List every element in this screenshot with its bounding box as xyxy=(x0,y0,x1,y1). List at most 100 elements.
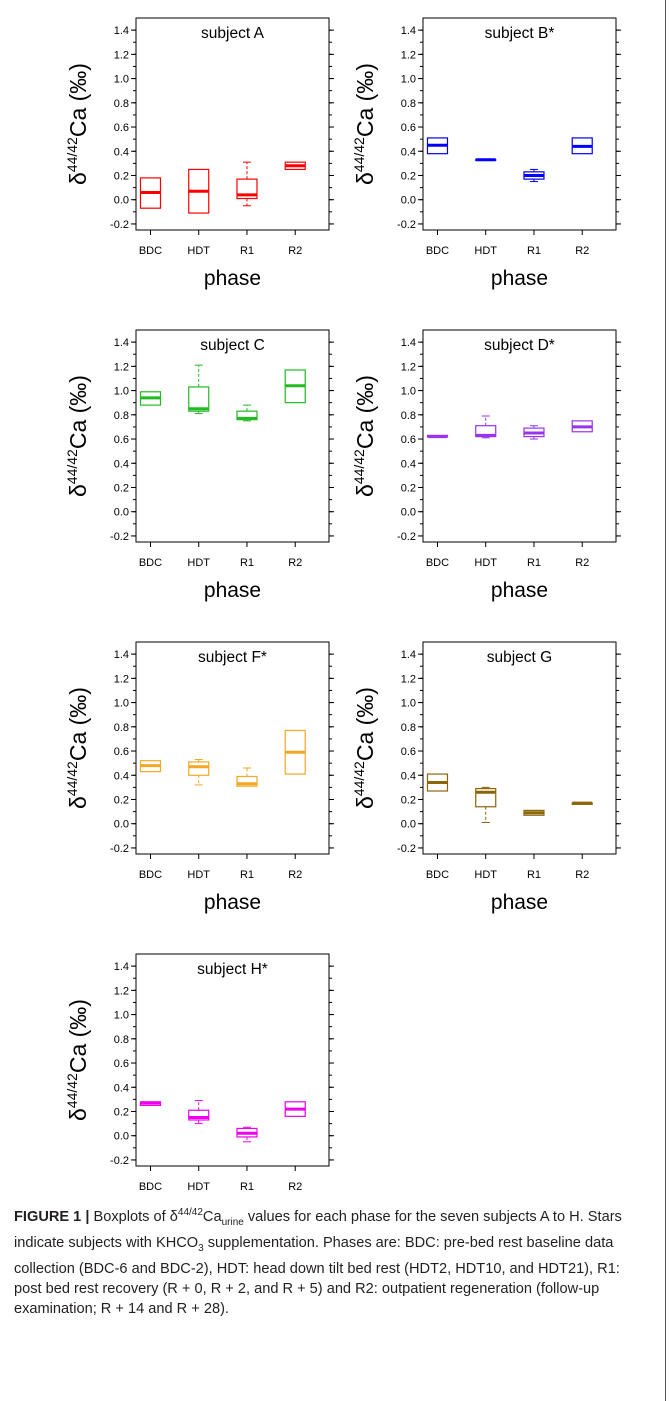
x-tick-label: R2 xyxy=(575,557,589,569)
plot-frame xyxy=(135,329,330,543)
chart-title: subject D* xyxy=(484,337,555,354)
y-tick-label: 1.0 xyxy=(401,74,416,86)
box-R2 xyxy=(284,369,306,404)
chart-title: subject F* xyxy=(198,649,267,666)
y-tick-label: 0.4 xyxy=(401,146,416,158)
chart-panel-7: subject H* -0.2 0.0 0.2 0.4 0.6 0.8 1.0 1.2 1.4 δ4… xyxy=(64,953,334,1190)
y-tick-label: 0.2 xyxy=(401,482,416,494)
figure-caption: FIGURE 1 | Boxplots of δ44/42Caurine val… xyxy=(14,1203,644,1319)
x-tick-label: BDC xyxy=(139,869,162,881)
y-tick-label: 0.4 xyxy=(114,458,129,470)
y-tick-label: 0.8 xyxy=(114,410,129,422)
y-tick-label: 0.4 xyxy=(114,1082,129,1094)
x-tick-label: R2 xyxy=(288,245,302,257)
x-tick-label: R1 xyxy=(240,557,254,569)
x-tick-label: R2 xyxy=(288,557,302,569)
y-axis-label: δ44/42Ca (‰) xyxy=(64,999,91,1121)
y-axis-label: δ44/42Ca (‰) xyxy=(351,687,378,809)
x-tick-label: BDC xyxy=(139,557,162,569)
x-tick-label: HDT xyxy=(474,869,497,881)
chart-panel-1: subject A -0.2 0.0 0.2 0.4 0.6 0.8 1.0 1.2 1.4 δ44… xyxy=(64,17,334,290)
x-tick-label: R1 xyxy=(240,1181,254,1190)
box-R1 xyxy=(236,404,258,422)
chart-title: subject A xyxy=(201,25,265,42)
box-BDC xyxy=(139,391,162,406)
y-tick-label: 1.4 xyxy=(114,25,129,37)
box-R2 xyxy=(284,161,306,171)
caption-subscript-2: 3 xyxy=(198,1242,204,1254)
y-tick-label: 1.2 xyxy=(401,361,416,373)
y-tick-label: 1.4 xyxy=(401,649,416,661)
plot-frame xyxy=(422,17,617,231)
y-tick-label: 1.0 xyxy=(114,386,129,398)
chart-panel-3: subject C -0.2 0.0 0.2 0.4 0.6 0.8 1.0 1.2 1.4 δ44… xyxy=(64,329,334,602)
y-tick-label: 0.4 xyxy=(401,458,416,470)
box-iqr xyxy=(188,761,210,776)
y-tick-label: 0.8 xyxy=(401,98,416,110)
y-tick-label: 0.8 xyxy=(114,98,129,110)
box-BDC xyxy=(426,137,449,155)
x-tick-label: HDT xyxy=(187,1181,210,1190)
box-BDC xyxy=(426,773,449,792)
y-tick-label: 1.2 xyxy=(114,673,129,685)
x-axis-label: phase xyxy=(204,267,261,290)
y-tick-label: 1.0 xyxy=(401,698,416,710)
x-tick-label: R2 xyxy=(288,1181,302,1190)
box-R2 xyxy=(571,420,593,433)
y-tick-label: 0.0 xyxy=(401,195,416,207)
box-R1 xyxy=(236,767,258,787)
x-tick-label: BDC xyxy=(426,557,449,569)
y-tick-label: 0.2 xyxy=(114,794,129,806)
box-HDT xyxy=(188,759,210,786)
figure-label: FIGURE 1 | xyxy=(14,1208,90,1225)
x-axis-label: phase xyxy=(204,579,261,602)
x-tick-label: HDT xyxy=(474,245,497,257)
caption-subscript: urine xyxy=(221,1216,244,1228)
y-axis-label: δ44/42Ca (‰) xyxy=(351,63,378,185)
y-tick-label: 0.6 xyxy=(114,1058,129,1070)
y-tick-label: -0.2 xyxy=(110,843,129,855)
y-tick-label: 0.2 xyxy=(401,170,416,182)
y-axis-label: δ44/42Ca (‰) xyxy=(64,63,91,185)
y-tick-label: 1.2 xyxy=(114,361,129,373)
box-R2 xyxy=(284,1101,306,1117)
caption-text-4: supplementation. Phases are: BDC: pre-be… xyxy=(14,1234,620,1317)
box-iqr xyxy=(188,1109,210,1121)
x-tick-label: R2 xyxy=(575,245,589,257)
chart-title: subject C xyxy=(200,337,265,354)
x-tick-label: BDC xyxy=(426,869,449,881)
y-axis-label: δ44/42Ca (‰) xyxy=(64,687,91,809)
y-tick-label: 0.0 xyxy=(114,1131,129,1143)
y-tick-label: 0.8 xyxy=(114,722,129,734)
box-HDT xyxy=(188,168,210,214)
y-tick-label: 0.4 xyxy=(114,770,129,782)
y-tick-label: 0.2 xyxy=(114,170,129,182)
boxplot-figure: subject A -0.2 0.0 0.2 0.4 0.6 0.8 1.0 1.2 1.4 δ44… xyxy=(64,17,621,1190)
chart-title: subject B* xyxy=(485,25,555,42)
y-tick-label: 1.4 xyxy=(114,337,129,349)
box-iqr xyxy=(236,178,258,200)
box-R1 xyxy=(236,161,258,207)
y-tick-label: 0.6 xyxy=(114,434,129,446)
chart-panel-5: subject F* -0.2 0.0 0.2 0.4 0.6 0.8 1.0 1.2 1.4 δ4… xyxy=(64,641,334,914)
y-tick-label: 1.2 xyxy=(114,49,129,61)
y-tick-label: 0.0 xyxy=(114,195,129,207)
x-tick-label: R2 xyxy=(575,869,589,881)
caption-text-3: values for each phase for the seven subj… xyxy=(14,1208,622,1251)
x-tick-label: HDT xyxy=(187,557,210,569)
box-BDC xyxy=(426,434,449,439)
box-R2 xyxy=(571,137,593,155)
y-tick-label: 0.0 xyxy=(114,507,129,519)
y-tick-label: 1.0 xyxy=(401,386,416,398)
y-tick-label: 0.8 xyxy=(401,410,416,422)
box-R1 xyxy=(523,168,545,183)
box-BDC xyxy=(139,760,162,773)
x-axis-label: phase xyxy=(491,579,548,602)
y-tick-label: -0.2 xyxy=(110,1155,129,1167)
y-tick-label: 0.6 xyxy=(401,746,416,758)
y-tick-label: 0.6 xyxy=(114,122,129,134)
box-R1 xyxy=(523,809,545,816)
x-tick-label: R1 xyxy=(240,869,254,881)
y-tick-label: 0.2 xyxy=(114,1106,129,1118)
box-iqr xyxy=(188,386,210,412)
